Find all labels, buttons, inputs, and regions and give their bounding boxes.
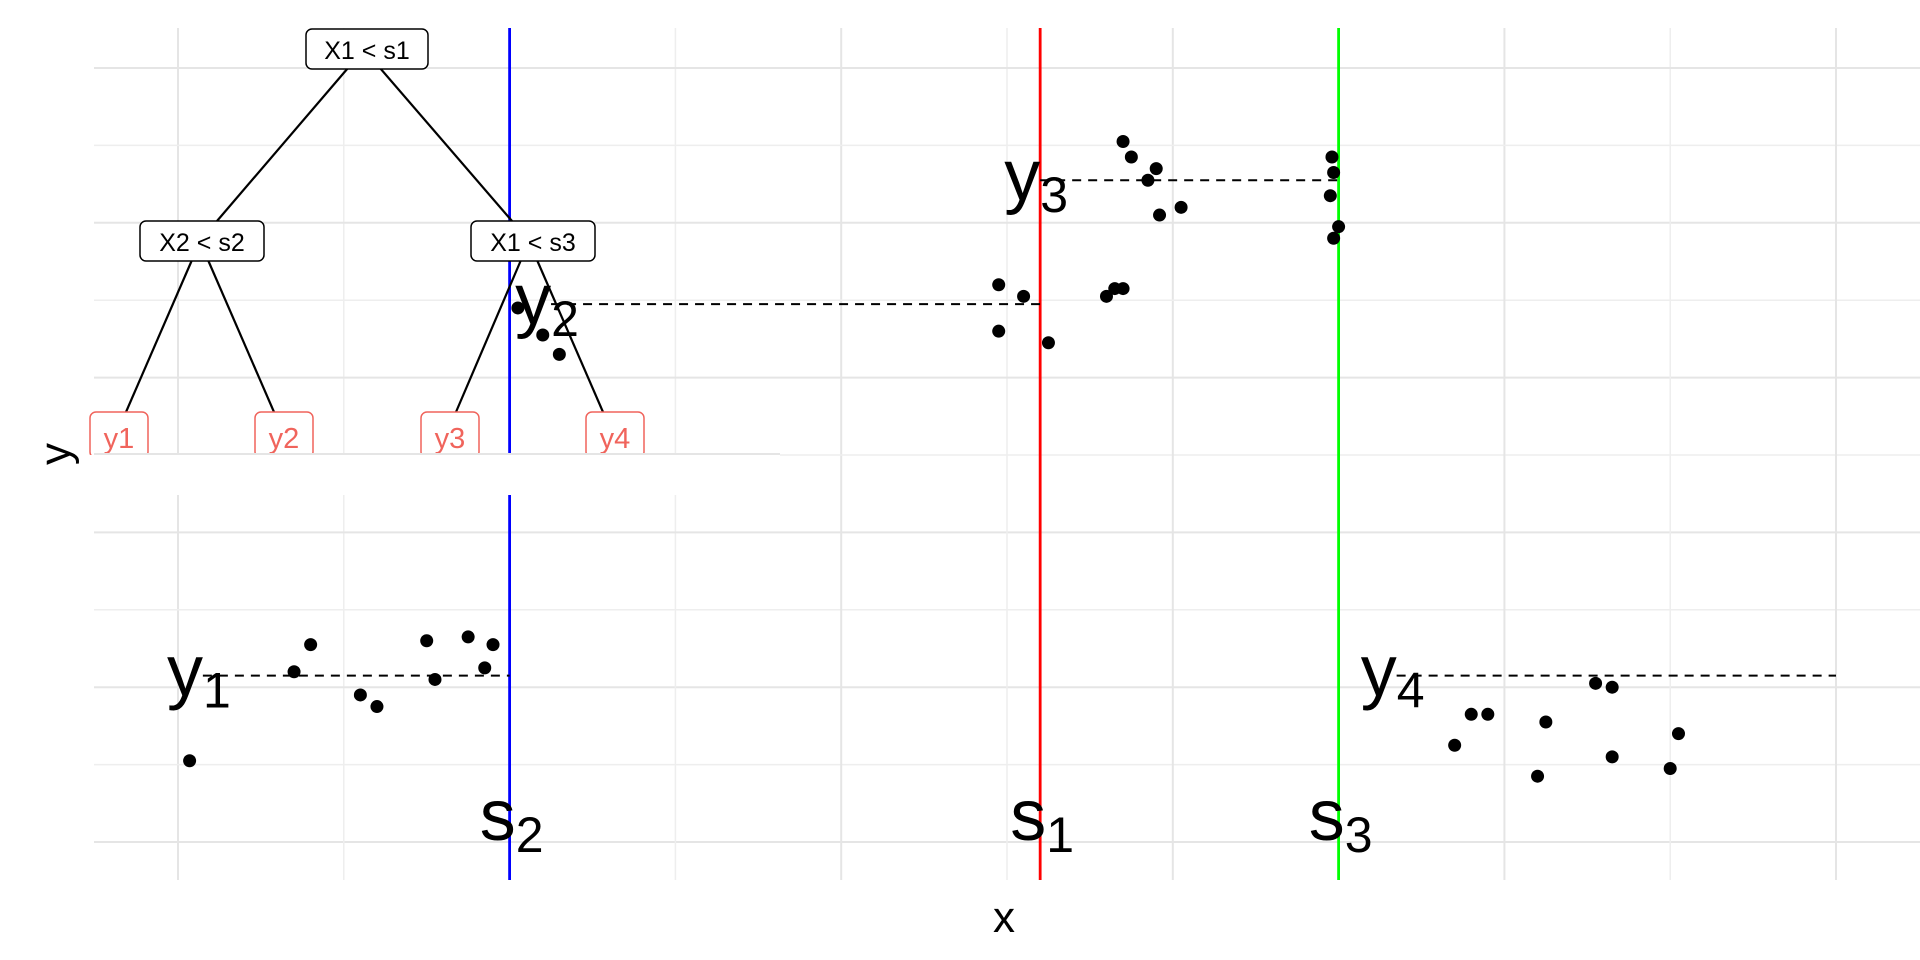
data-point [183, 754, 197, 768]
decision-tree: X1 < s1 X2 < s2 X1 < s3 y1 y2 y3 y4 [89, 28, 645, 459]
tree-leaf-2-label: y2 [269, 423, 300, 455]
data-point [1448, 738, 1462, 752]
region-label-base: y [167, 632, 203, 712]
data-point [1323, 189, 1337, 203]
data-point [536, 328, 550, 342]
data-point [353, 688, 367, 702]
data-point [1531, 769, 1545, 783]
data-point [478, 661, 492, 675]
tree-node-left: X2 < s2 [139, 220, 265, 262]
data-point [1663, 761, 1677, 775]
tree-leaf-2: y2 [254, 411, 314, 459]
tree-leaf-4: y4 [585, 411, 645, 459]
region-label-y4: y4 [1361, 632, 1425, 719]
data-point [1327, 231, 1341, 245]
data-point [1017, 289, 1031, 303]
split-label-s3: s3 [1309, 776, 1373, 863]
region-label-y1: y1 [167, 632, 231, 719]
split-label-base: s [1309, 776, 1345, 856]
region-label-y2: y2 [515, 260, 579, 347]
tree-node-root: X1 < s1 [305, 28, 429, 70]
data-point [552, 347, 566, 361]
data-point [992, 324, 1006, 338]
data-point [428, 672, 442, 686]
tree-edges [124, 67, 605, 413]
data-point [992, 278, 1006, 292]
data-point [486, 638, 500, 652]
data-point [1116, 135, 1130, 149]
region-label-base: y [1361, 632, 1397, 712]
data-point [1671, 727, 1685, 741]
split-label-s1: s1 [1010, 776, 1074, 863]
split-label-subscript: 2 [516, 807, 544, 863]
region-label-subscript: 3 [1040, 167, 1068, 223]
data-point [1099, 289, 1113, 303]
split-label-s2: s2 [480, 776, 544, 863]
region-label-subscript: 2 [551, 291, 579, 347]
tree-node-left-label: X2 < s2 [159, 229, 244, 257]
region-label-base: y [515, 260, 551, 340]
data-point [1141, 173, 1155, 187]
region-label-subscript: 1 [203, 663, 231, 719]
y-axis-title: y [31, 443, 80, 465]
data-point [1325, 150, 1339, 164]
data-point [1589, 676, 1603, 690]
data-point [287, 665, 301, 679]
data-point [461, 630, 475, 644]
data-point [1481, 707, 1495, 721]
data-point [1605, 680, 1619, 694]
data-point [1332, 220, 1346, 234]
data-point [1327, 165, 1341, 179]
data-point [1174, 200, 1188, 214]
tree-leaf-3: y3 [420, 411, 480, 459]
data-point [1149, 162, 1163, 176]
data-point [304, 638, 318, 652]
data-point [1464, 707, 1478, 721]
data-point [1153, 208, 1167, 222]
region-label-y3: y3 [1004, 136, 1068, 223]
split-label-base: s [1010, 776, 1046, 856]
split-label-subscript: 3 [1345, 807, 1373, 863]
data-points [183, 135, 1685, 783]
x-axis-title: x [993, 893, 1015, 942]
mean-lines [202, 179, 1836, 677]
tree-node-right: X1 < s3 [470, 220, 596, 262]
leaf-clip-mask [60, 455, 780, 495]
data-point [511, 301, 525, 315]
tree-leaf-4-label: y4 [600, 423, 631, 455]
tree-leaf-3-label: y3 [435, 423, 466, 455]
data-point [1116, 282, 1130, 296]
data-point [1539, 715, 1553, 729]
data-point [370, 700, 384, 714]
split-label-base: s [480, 776, 516, 856]
data-point [420, 634, 434, 648]
tree-leaf-1: y1 [89, 411, 149, 459]
split-label-subscript: 1 [1046, 807, 1074, 863]
tree-leaf-1-label: y1 [104, 423, 135, 455]
region-label-base: y [1004, 136, 1040, 216]
data-point [1124, 150, 1138, 164]
tree-node-right-label: X1 < s3 [490, 229, 575, 257]
data-point [1041, 336, 1055, 350]
data-point [1605, 750, 1619, 764]
region-label-subscript: 4 [1397, 663, 1425, 719]
tree-node-root-label: X1 < s1 [324, 37, 409, 65]
